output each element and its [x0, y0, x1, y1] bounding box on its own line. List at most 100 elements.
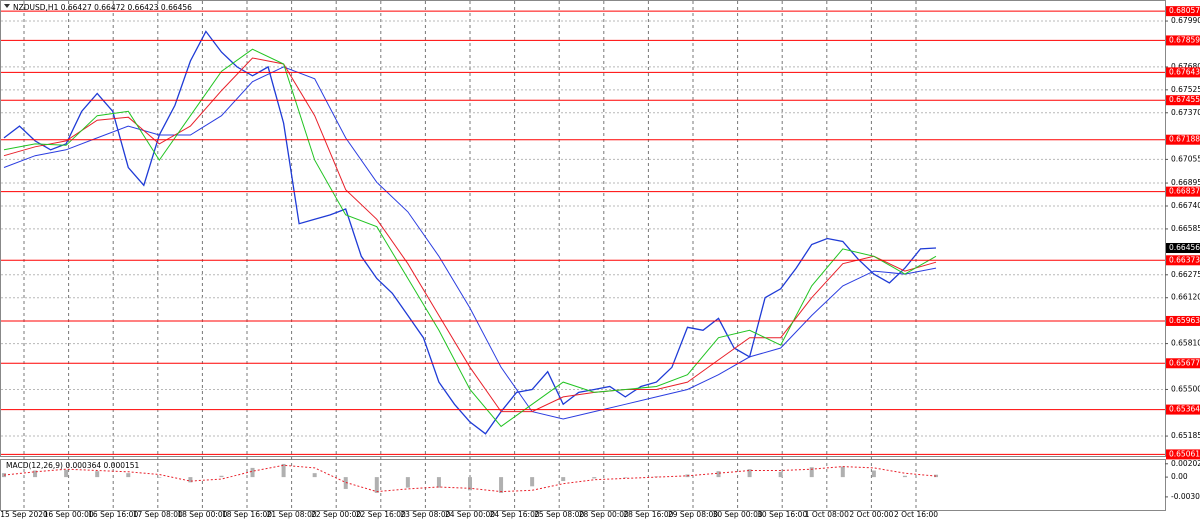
x-tick-label: 18 Sep 00:00 — [177, 510, 227, 519]
macd-title: MACD(12,26,9) 0.000364 0.000151 — [6, 461, 140, 470]
level-label: 0.65677 — [1169, 358, 1200, 367]
x-tick-label: 22 Sep 00:00 — [311, 510, 361, 519]
macd-bar — [809, 467, 814, 478]
level-label-bg — [1166, 134, 1200, 145]
level-label-bg — [1166, 404, 1200, 415]
macd-bar — [188, 477, 193, 483]
x-tick-label: 23 Sep 08:00 — [400, 510, 450, 519]
macd-bar — [312, 473, 317, 478]
x-tick-label: 24 Sep 16:00 — [490, 510, 540, 519]
macd-bar — [716, 471, 721, 478]
macd-bar — [530, 477, 535, 487]
x-tick-label: 16 Sep 16:00 — [88, 510, 138, 519]
macd-bar — [219, 475, 224, 478]
macd-bar — [499, 477, 504, 493]
level-label-bg — [1166, 186, 1200, 197]
macd-bar — [281, 463, 286, 478]
x-tick-label: 16 Sep 00:00 — [44, 510, 94, 519]
x-tick-label: 30 Sep 00:00 — [713, 510, 763, 519]
y-tick-label: 0.67680 — [1171, 62, 1200, 71]
y-tick-label: 0.66585 — [1171, 224, 1200, 233]
macd-bar — [871, 470, 876, 478]
macd-bar — [95, 471, 100, 478]
y-tick-label: 0.67525 — [1171, 85, 1200, 94]
x-tick-label: 2 Oct 16:00 — [894, 510, 938, 519]
level-label-bg — [1166, 67, 1200, 78]
y-tick-label: 0.002024 — [1171, 459, 1200, 468]
x-tick-label: 1 Oct 08:00 — [805, 510, 849, 519]
y-tick-label: 0.66275 — [1171, 270, 1200, 279]
plot — [1, 10, 1165, 493]
macd-bar — [374, 477, 379, 493]
level-label-bg — [1166, 358, 1200, 369]
macd-bar — [405, 477, 410, 488]
macd-bar — [840, 466, 845, 478]
level-label: 0.65061 — [1169, 449, 1200, 458]
x-tick-label: 15 Sep 2020 — [0, 510, 48, 519]
level-label: 0.67643 — [1169, 67, 1200, 76]
y-tick-label: 0.67055 — [1171, 154, 1200, 163]
macd-bar — [126, 473, 131, 478]
level-label: 0.67455 — [1169, 95, 1200, 104]
y-tick-label: 0.65185 — [1171, 431, 1200, 440]
x-tick-label: 29 Sep 08:00 — [668, 510, 718, 519]
symbol-title: NZDUSD,H1 0.66427 0.66472 0.66423 0.6645… — [13, 3, 192, 12]
level-label: 0.66837 — [1169, 187, 1200, 196]
level-label: 0.67188 — [1169, 135, 1200, 144]
level-label: 0.68057 — [1169, 6, 1200, 15]
level-label-bg — [1166, 315, 1200, 326]
moving-average — [3, 57, 937, 413]
y-tick-label: 0.65810 — [1171, 339, 1200, 348]
x-tick-label: 25 Sep 08:00 — [534, 510, 584, 519]
x-tick-label: 30 Sep 16:00 — [757, 510, 807, 519]
macd-bar — [343, 477, 348, 489]
level-label: 0.65963 — [1169, 316, 1200, 325]
y-tick-label: -0.003008 — [1171, 492, 1200, 501]
macd-bar — [436, 477, 441, 488]
last-price-label: 0.66456 — [1169, 243, 1200, 252]
macd-bar — [623, 477, 628, 478]
level-label: 0.65364 — [1169, 405, 1200, 414]
macd-bar — [157, 477, 162, 478]
y-tick-label: 0.66895 — [1171, 178, 1200, 187]
last-price-bg — [1166, 243, 1200, 254]
signal-line — [3, 464, 937, 493]
x-tick-label: 28 Sep 16:00 — [623, 510, 673, 519]
dropdown-icon[interactable] — [4, 4, 10, 8]
y-tick-label: 0.65500 — [1171, 384, 1200, 393]
macd-bar — [747, 469, 752, 478]
macd-bar — [64, 469, 69, 478]
y-tick-label: 0.67990 — [1171, 16, 1200, 25]
macd-bar — [902, 475, 907, 478]
y-tick-label: 0.00 — [1171, 472, 1188, 481]
level-label-bg — [1166, 449, 1200, 460]
y-tick-label: 0.66120 — [1171, 293, 1200, 302]
macd-bar — [561, 477, 566, 482]
level-label: 0.66373 — [1169, 255, 1200, 264]
x-tick-label: 24 Sep 00:00 — [445, 510, 495, 519]
level-label: 0.67859 — [1169, 35, 1200, 44]
level-label-bg — [1166, 35, 1200, 46]
x-tick-label: 18 Sep 16:00 — [222, 510, 272, 519]
macd-bar — [2, 473, 6, 478]
macd-pane — [0, 459, 1166, 511]
x-tick-label: 22 Sep 16:00 — [356, 510, 406, 519]
moving-average — [3, 66, 937, 420]
x-tick-label: 17 Sep 08:00 — [133, 510, 183, 519]
moving-average — [3, 48, 937, 428]
macd-bar — [778, 471, 783, 478]
macd-bar — [592, 477, 597, 479]
macd-bar — [33, 470, 38, 478]
grid — [1, 1, 1165, 510]
level-label-bg — [1166, 95, 1200, 106]
x-tick-label: 28 Sep 00:00 — [579, 510, 629, 519]
y-tick-label: 0.67370 — [1171, 108, 1200, 117]
level-label-bg — [1166, 255, 1200, 266]
level-label-bg — [1166, 6, 1200, 17]
macd-bar — [468, 477, 472, 491]
x-tick-label: 21 Sep 08:00 — [267, 510, 317, 519]
macd-bar — [250, 467, 255, 478]
x-tick-label: 2 Oct 00:00 — [849, 510, 893, 519]
